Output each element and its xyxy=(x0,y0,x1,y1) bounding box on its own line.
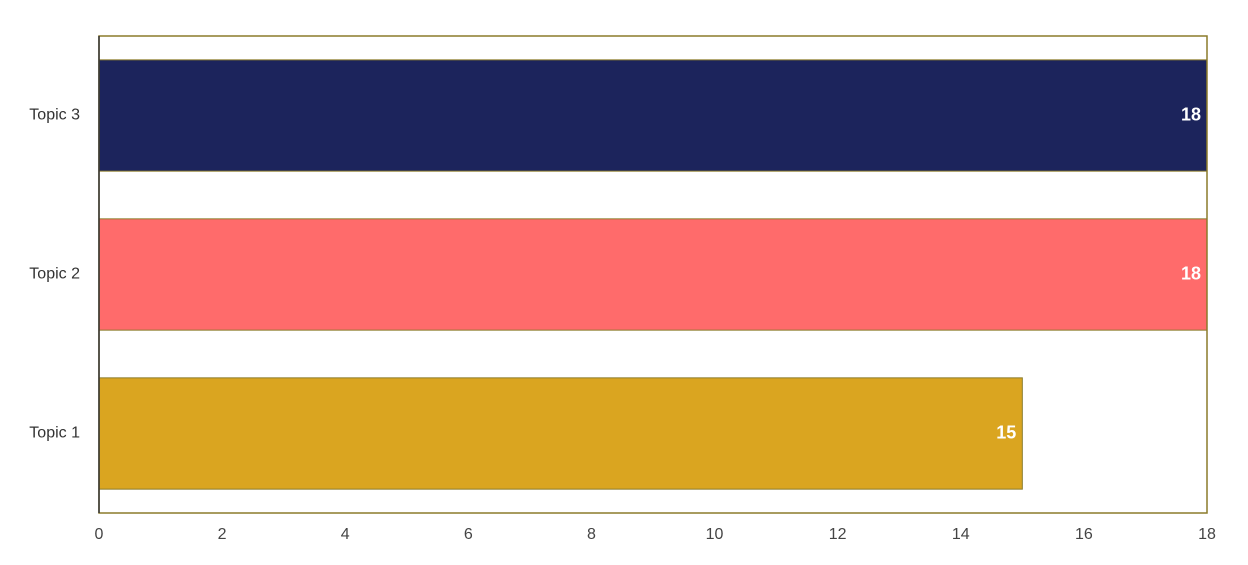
y-tick-label: Topic 2 xyxy=(29,266,80,283)
bar-topic-1 xyxy=(98,377,1023,490)
x-tick-label: 18 xyxy=(1198,526,1216,543)
x-tick-label: 14 xyxy=(952,526,970,543)
y-tick-label: Topic 3 xyxy=(29,107,80,124)
data-label: 18 xyxy=(1181,263,1201,283)
axis-layer xyxy=(98,35,1208,514)
x-tick-label: 16 xyxy=(1075,526,1093,543)
y-tick-label: Topic 1 xyxy=(29,425,80,442)
x-tick-label: 10 xyxy=(706,526,724,543)
x-tick-label: 4 xyxy=(341,526,350,543)
labels-layer: Topic 1 15 Topic 2 18 Topic 3 18 0 2 4 6 8 10 12 14 16… xyxy=(29,104,1216,543)
x-tick-label: 2 xyxy=(218,526,227,543)
bars-layer xyxy=(98,59,1208,490)
bar-topic-2 xyxy=(98,218,1208,331)
x-tick-label: 12 xyxy=(829,526,847,543)
x-tick-label: 0 xyxy=(95,526,104,543)
data-label: 15 xyxy=(996,422,1016,442)
bar-topic-3 xyxy=(98,59,1208,172)
x-tick-label: 6 xyxy=(464,526,473,543)
x-tick-label: 8 xyxy=(587,526,596,543)
data-label: 18 xyxy=(1181,104,1201,124)
